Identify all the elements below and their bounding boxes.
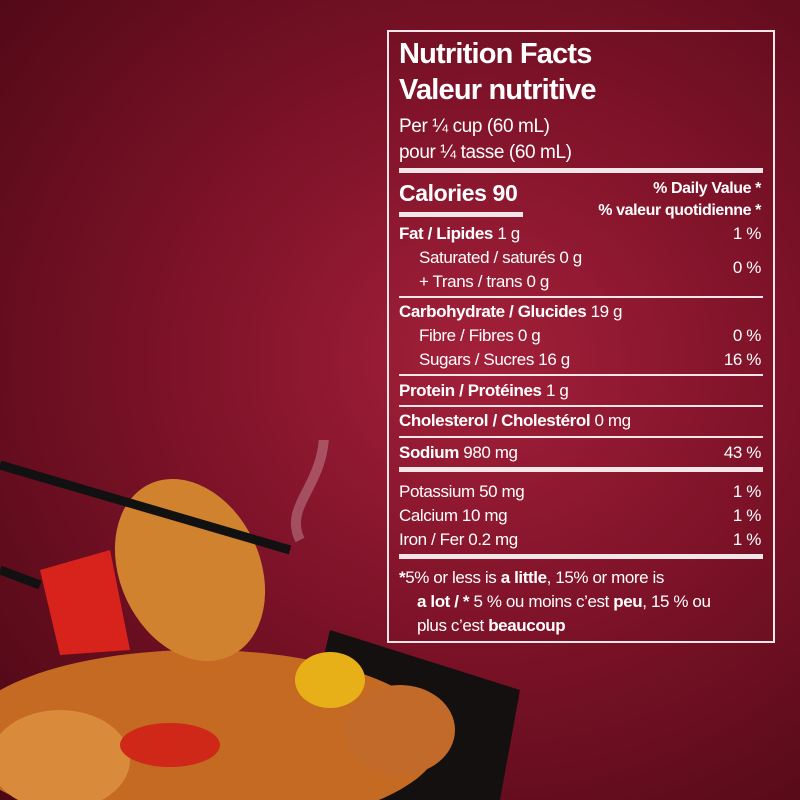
fat-dv: 1 %: [732, 224, 761, 243]
divider: [399, 168, 763, 173]
divider: [399, 405, 763, 407]
serving-fr: pour ¼ tasse (60 mL): [399, 142, 572, 163]
title-fr: Valeur nutritive: [399, 74, 597, 106]
nutrition-facts-label: Nutrition Facts Valeur nutritive Per ¼ c…: [387, 30, 775, 643]
saturated-trans-dv: 0 %: [732, 258, 761, 277]
potassium-dv: 1 %: [732, 482, 761, 501]
iron-dv: 1 %: [732, 530, 761, 549]
calories: Calories 90: [399, 180, 518, 206]
food-photo: [0, 440, 520, 800]
divider: [399, 296, 763, 298]
footnote-line-1: *5% or less is a little, 15% or more is: [399, 568, 665, 587]
sodium-dv: 43 %: [723, 443, 762, 462]
fibre-row: Fibre / Fibres 0 g: [419, 326, 541, 345]
carbohydrate-row: Carbohydrate / Glucides 19 g: [399, 302, 623, 321]
sodium-row: Sodium 980 mg: [399, 443, 518, 462]
divider: [399, 436, 763, 438]
fat-row: Fat / Lipides 1 g: [399, 224, 520, 243]
serving-en: Per ¼ cup (60 mL): [399, 116, 550, 137]
daily-value-en: % Daily Value *: [653, 180, 761, 197]
calcium-row: Calcium 10 mg: [399, 506, 508, 525]
fibre-dv: 0 %: [732, 326, 761, 345]
potassium-row: Potassium 50 mg: [399, 482, 525, 501]
footnote-line-2: a lot / * 5 % ou moins c’est peu, 15 % o…: [417, 592, 711, 611]
saturated-row: Saturated / saturés 0 g: [419, 248, 582, 267]
cholesterol-row: Cholesterol / Cholestérol 0 mg: [399, 411, 631, 430]
daily-value-fr: % valeur quotidienne *: [598, 202, 761, 219]
divider: [399, 554, 763, 559]
protein-row: Protein / Protéines 1 g: [399, 381, 569, 400]
sugars-dv: 16 %: [723, 350, 762, 369]
title-en: Nutrition Facts: [399, 38, 592, 70]
sugars-row: Sugars / Sucres 16 g: [419, 350, 570, 369]
divider: [399, 374, 763, 376]
iron-row: Iron / Fer 0.2 mg: [399, 530, 518, 549]
footnote-line-3: plus c’est beaucoup: [417, 616, 566, 635]
calcium-dv: 1 %: [732, 506, 761, 525]
divider: [399, 212, 523, 217]
divider: [399, 467, 763, 472]
trans-row: + Trans / trans 0 g: [419, 272, 549, 291]
